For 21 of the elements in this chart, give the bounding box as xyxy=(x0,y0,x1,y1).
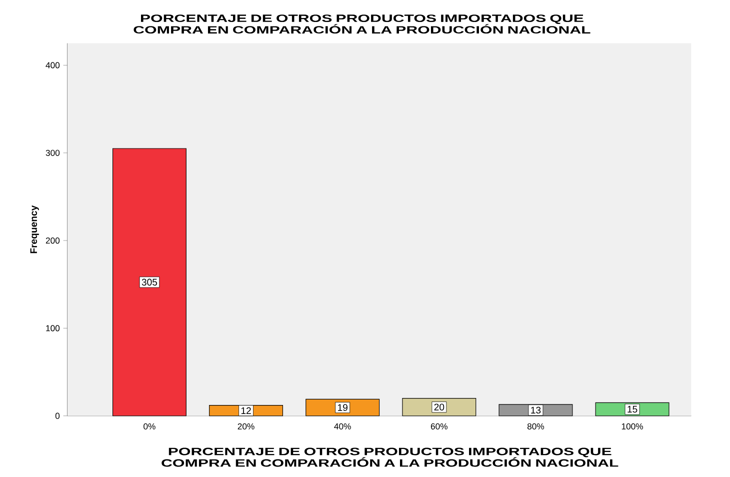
x-tick-label: 80% xyxy=(527,424,544,430)
data-label: 13 xyxy=(531,407,541,414)
x-tick-label: 40% xyxy=(334,424,351,430)
y-tick-label: 300 xyxy=(46,150,60,156)
data-label: 305 xyxy=(142,279,158,286)
x-tick-label: 60% xyxy=(430,424,448,430)
x-tick-label: 100% xyxy=(622,424,644,430)
y-tick-label: 100 xyxy=(46,325,60,332)
x-tick-label: 20% xyxy=(238,424,254,430)
data-label: 12 xyxy=(241,408,251,414)
data-label: 15 xyxy=(628,406,638,413)
data-label: 19 xyxy=(338,404,348,412)
y-axis-title: Frequency xyxy=(30,206,39,254)
x-tick-label: 0% xyxy=(144,424,156,430)
data-label: 20 xyxy=(434,404,444,411)
y-tick-label: 0 xyxy=(55,413,60,420)
x-axis-title: PORCENTAJE DE OTROS PRODUCTOS IMPORTADOS QUE COMPRA EN COMPARACIÓN A LA PRODUCCIÓN NACIONAL xyxy=(162,448,618,467)
y-tick-label: 200 xyxy=(46,238,60,244)
chart-title: PORCENTAJE DE OTROS PRODUCTOS IMPORTADOS QUE COMPRA EN COMPARACIÓN A LA PRODUCCIÓN NACIONAL xyxy=(134,14,590,34)
bar xyxy=(112,148,186,416)
y-tick-label: 400 xyxy=(46,62,60,69)
